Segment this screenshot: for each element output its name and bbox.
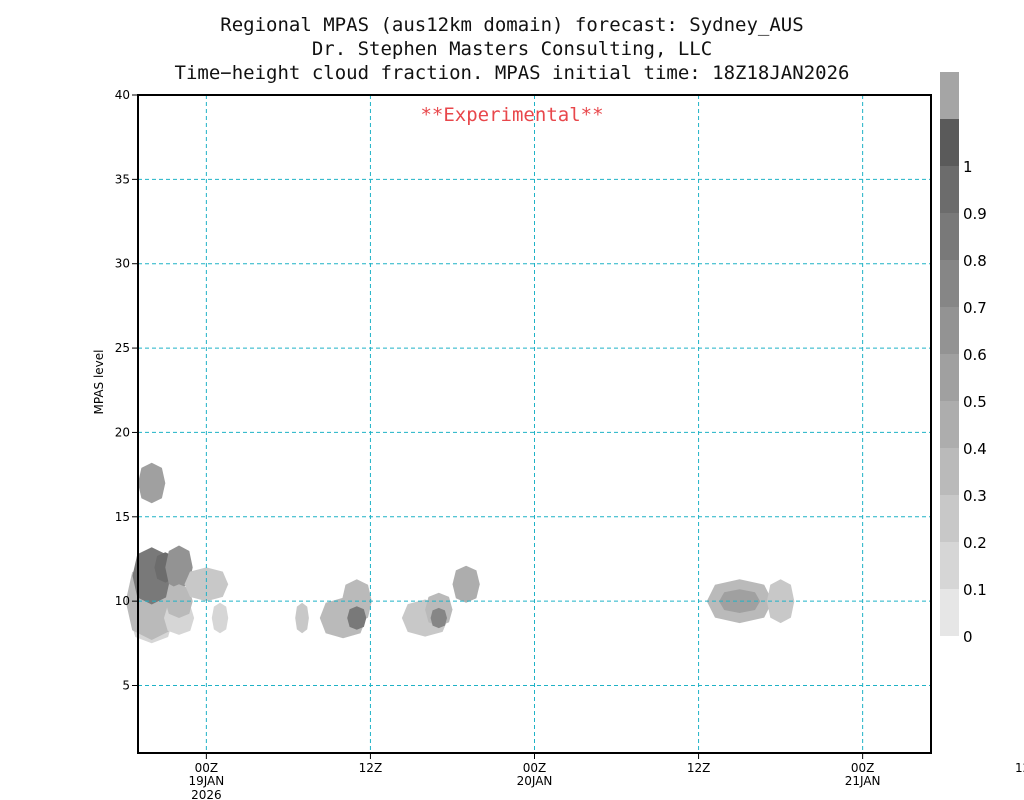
colorbar-swatch-0 (940, 589, 959, 636)
y-tick-label: 15 (115, 510, 130, 524)
cloud-fraction-field (125, 462, 795, 644)
title-line-2: Dr. Stephen Masters Consulting, LLC (312, 38, 712, 60)
colorbar-swatch-2 (940, 495, 959, 542)
colorbar-label: 0.3 (963, 487, 987, 505)
cloud-cell-17 (452, 565, 480, 603)
y-tick-label: 20 (115, 425, 130, 439)
colorbar-label: 0.2 (963, 534, 987, 552)
gridlines (138, 95, 931, 753)
colorbar-label: 0.9 (963, 205, 987, 223)
cloud-cell-16 (430, 607, 447, 629)
colorbar-swatch-8 (940, 213, 959, 260)
cloud-cell-0 (138, 462, 166, 504)
x-tick-label: 12Z (1015, 761, 1024, 775)
cloud-cell-8 (184, 567, 229, 602)
colorbar-label: 0.1 (963, 581, 987, 599)
colorbar-swatch-1 (940, 542, 959, 589)
colorbar-swatch-3 (940, 448, 959, 495)
colorbar-swatch-10 (940, 119, 959, 166)
colorbar-label: 0 (963, 628, 973, 646)
cloud-cell-13 (347, 606, 367, 630)
x-tick-label: 00Z (851, 761, 875, 775)
colorbar: 0 0.1 0.2 0.3 0.4 0.5 0.6 0.7 0.8 0.9 1 (940, 72, 987, 646)
colorbar-swatch-6 (940, 307, 959, 354)
y-tick-label: 30 (115, 257, 130, 271)
cloud-cell-19 (719, 589, 761, 613)
cloud-cell-9 (211, 602, 229, 634)
y-tick-label: 5 (122, 679, 130, 693)
colorbar-label: 1 (963, 158, 973, 176)
colorbar-label: 0.8 (963, 252, 987, 270)
colorbar-swatch-5 (940, 354, 959, 401)
y-tick-label: 35 (115, 172, 130, 186)
x-tick-year: 2026 (191, 788, 222, 800)
y-tick-label: 25 (115, 341, 130, 355)
colorbar-swatch-11 (940, 72, 959, 119)
cloud-cell-6 (165, 545, 193, 590)
y-axis-label: MPAS level (92, 350, 106, 415)
colorbar-label: 0.5 (963, 393, 987, 411)
colorbar-label: 0.4 (963, 440, 987, 458)
x-tick-label: 12Z (687, 761, 711, 775)
colorbar-label: 0.6 (963, 346, 987, 364)
colorbar-label: 0.7 (963, 299, 987, 317)
x-tick-date: 21JAN (845, 774, 881, 788)
x-tick-label: 12Z (359, 761, 383, 775)
x-tick-date: 20JAN (517, 774, 553, 788)
y-tick-label: 40 (115, 88, 130, 102)
colorbar-swatch-7 (940, 260, 959, 307)
x-tick-label: 00Z (523, 761, 547, 775)
title-line-3: Time−height cloud fraction. MPAS initial… (175, 62, 850, 84)
experimental-label: **Experimental** (420, 104, 603, 126)
colorbar-swatch-4 (940, 401, 959, 448)
cloud-cell-7 (165, 584, 193, 618)
y-tick-label: 10 (115, 594, 130, 608)
title-line-1: Regional MPAS (aus12km domain) forecast:… (220, 14, 803, 36)
colorbar-swatch-9 (940, 166, 959, 213)
cloud-cell-10 (295, 602, 309, 634)
x-tick-label: 00Z (195, 761, 219, 775)
cloud-cell-20 (766, 579, 795, 624)
x-tick-date: 19JAN (188, 774, 224, 788)
